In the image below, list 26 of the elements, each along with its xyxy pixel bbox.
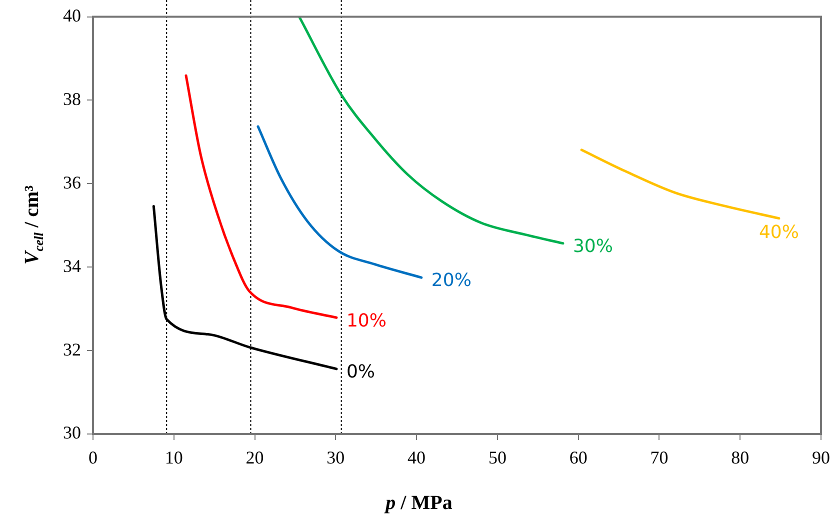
y-tick-label: 32 xyxy=(63,339,81,360)
x-tick-label: 10 xyxy=(164,448,183,468)
x-tick-label: 30 xyxy=(326,448,345,468)
x-tick-label: 0 xyxy=(88,448,98,468)
x-tick-label: 80 xyxy=(731,448,750,468)
y-tick-label: 34 xyxy=(63,256,81,276)
line-series xyxy=(298,16,564,245)
series-label: 30% xyxy=(572,236,613,258)
y-tick-label: 40 xyxy=(63,6,81,26)
x-tick-label: 60 xyxy=(569,448,588,468)
y-tick-label: 36 xyxy=(63,172,81,192)
x-tick-label: 50 xyxy=(488,448,506,468)
x-tick-label: 90 xyxy=(812,448,830,468)
x-tick-label: 70 xyxy=(650,448,668,468)
series-label: 10% xyxy=(346,310,386,332)
series-label: 0% xyxy=(346,362,376,383)
series-label: 40% xyxy=(758,222,799,243)
line-series xyxy=(184,74,338,319)
y-tick-label: 30 xyxy=(63,422,81,443)
line-series xyxy=(580,148,780,220)
y-tick-label: 38 xyxy=(63,88,81,109)
x-axis-title: p / MPa xyxy=(383,492,454,515)
line-series xyxy=(256,125,423,279)
x-tick-label: 40 xyxy=(408,448,426,468)
x-tick-label: 20 xyxy=(246,448,264,468)
series-label: 20% xyxy=(431,270,472,292)
